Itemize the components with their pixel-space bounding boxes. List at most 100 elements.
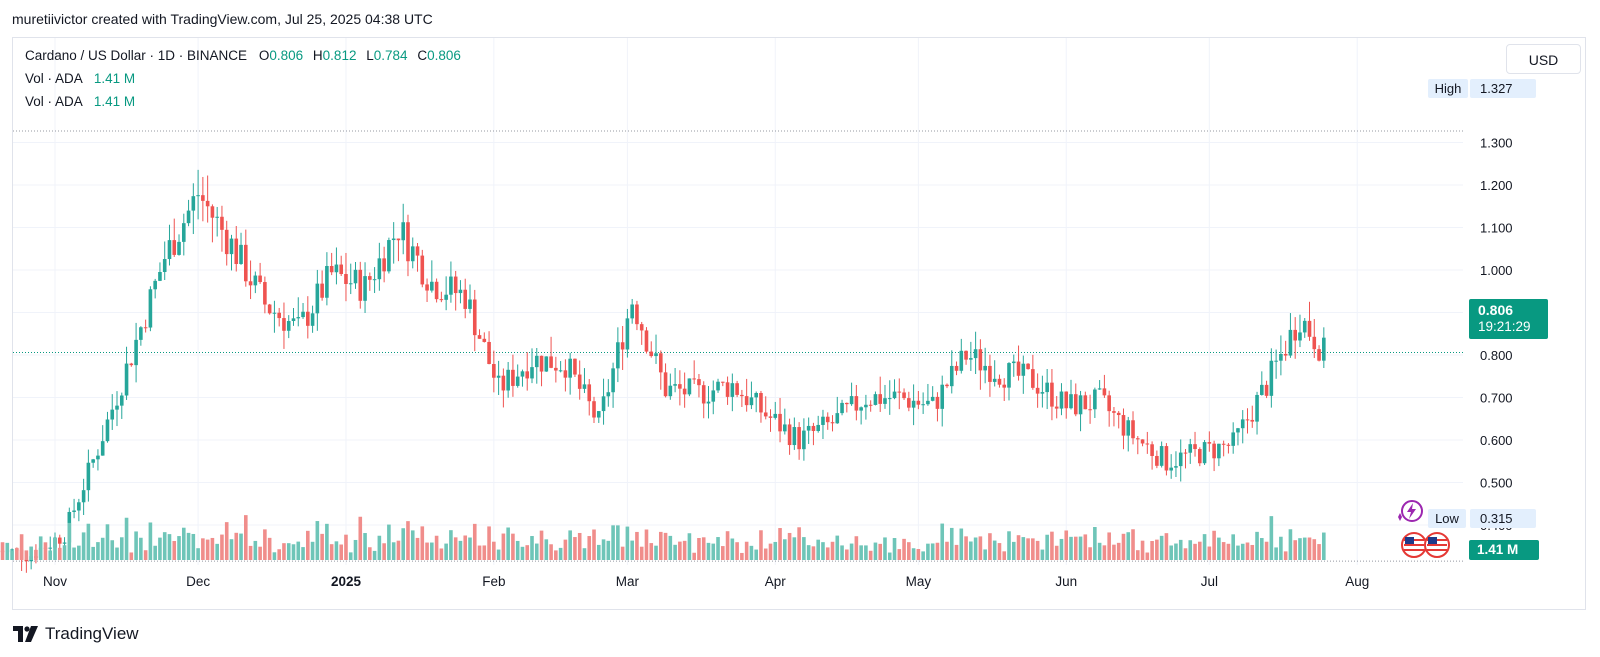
volume-bar [119,537,124,560]
volume-bar [96,542,100,560]
legend-volume-1[interactable]: Vol · ADA 1.41 M [25,71,135,86]
volume-bar [964,536,968,560]
candle-body [1279,353,1283,361]
volume-bar [296,541,301,560]
volume-bar [725,531,730,560]
candle-body [883,398,887,404]
candle-body [339,264,343,275]
volume-bar [434,535,439,560]
y-tick-label: 1.100 [1480,221,1513,236]
candle-body [568,358,572,378]
candle-body [344,274,348,285]
candle-body [1231,432,1235,446]
legend-symbol[interactable]: Cardano / US Dollar · 1D · BINANCE [25,48,248,63]
volume-bar [315,521,320,560]
candle-body [368,276,372,280]
volume-bar [1102,545,1107,560]
volume-bar [520,546,525,560]
candle-body [859,407,863,411]
volume-bar [401,528,406,560]
volume-bar [134,531,138,560]
volume-bar [472,523,477,560]
last-price-badge: 0.806 19:21:29 [1469,299,1548,339]
volume-bar [267,537,272,560]
candle-body [601,396,606,412]
candle-body [1236,428,1240,433]
volume-bar [353,539,358,560]
legend-volume-2[interactable]: Vol · ADA 1.41 M [25,94,135,109]
candle-body [329,265,334,273]
volume-bar [716,537,720,560]
volume-bar [48,550,53,560]
x-tick-label: Jul [1201,574,1218,589]
volume-bar [506,527,510,560]
volume-bar [396,540,401,560]
candle-body [492,364,496,378]
candle-body [210,206,215,218]
volume-bar [1059,538,1064,560]
candle-body [1107,395,1111,412]
volume-bar [1016,535,1021,560]
candle-body [625,318,630,350]
volume-bar [62,545,67,560]
volume-bar [139,537,143,560]
candle-body [1183,452,1188,454]
candle-body [840,402,844,414]
volume-bar [272,552,277,560]
volume-bar [630,540,634,560]
volume-bar [1293,540,1297,560]
volume-bar [196,548,200,560]
volume-bar [873,542,878,560]
candle-body [940,384,945,409]
volume-bar [616,525,620,560]
volume-bar [625,526,630,560]
volume-bar [1088,547,1092,560]
candle-body [1093,389,1097,410]
volume-bar [1045,534,1049,560]
x-tick-label: Aug [1345,574,1369,589]
volume-bar [406,521,410,560]
candle-body [1059,391,1064,409]
volume-bar [678,541,682,560]
volume-bar [596,544,601,560]
x-tick-label: Dec [186,574,210,589]
candle-body [382,258,386,272]
candle-body [1126,420,1131,436]
volume-bar [749,545,754,560]
volume-bar [239,533,243,560]
lightning-icon[interactable] [1394,498,1430,526]
candle-body [992,378,997,382]
volume-bar [1255,531,1259,560]
high-value: 1.327 [1480,81,1513,96]
low-value: 0.315 [1480,511,1513,526]
us-flag-icon[interactable] [1399,530,1454,560]
volume-bar [549,544,553,560]
candle-body [115,405,119,410]
candle-body [239,244,243,265]
candle-body [158,271,162,281]
candle-body [296,317,301,319]
candle-body [873,394,878,405]
candle-body [277,312,281,319]
candle-body [930,396,935,401]
currency-button[interactable]: USD [1506,44,1581,74]
candle-body [1031,369,1035,388]
candle-body [363,276,367,301]
candle-body [1040,392,1045,394]
candle-body [1150,444,1154,456]
volume-bar [1026,538,1030,560]
volume-bar [730,538,735,560]
volume-bar [907,542,911,560]
candle-body [868,404,873,406]
candle-body [1202,442,1207,464]
volume-value: 1.41 M [1477,542,1519,557]
volume-bar [687,533,692,560]
candle-body [835,413,840,424]
tradingview-logo[interactable]: TradingView [13,624,139,644]
candle-body [1088,409,1092,411]
low-label: Low [1435,511,1459,526]
candle-body [682,388,687,395]
volume-bar [802,537,806,560]
candle-body [959,350,964,371]
